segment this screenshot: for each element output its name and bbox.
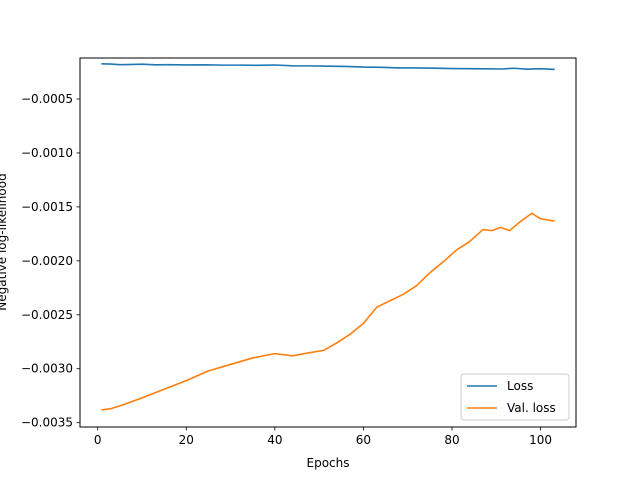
y-tick-label: −0.0010 [21,146,73,160]
y-tick-label: −0.0020 [21,254,73,268]
y-axis-label: Negative log-likelihood [0,173,9,310]
y-tick-label: −0.0005 [21,92,73,106]
x-tick-label: 0 [94,433,102,447]
x-tick-label: 100 [529,433,552,447]
y-axis: −0.0005 −0.0010 −0.0015 −0.0020 −0.0025 −0.00… [21,92,80,430]
x-tick-label: 80 [444,433,459,447]
x-axis: 0 20 40 60 80 100 [94,427,552,447]
x-tick-label: 40 [267,433,282,447]
y-tick-label: −0.0030 [21,362,73,376]
series-line-loss [101,63,555,71]
x-tick-label: 60 [356,433,371,447]
y-tick-label: −0.0015 [21,200,73,214]
legend-label-val-loss: Val. loss [507,401,556,415]
y-tick-label: −0.0025 [21,308,73,322]
x-axis-label: Epochs [307,456,350,470]
legend-label-loss: Loss [507,379,533,393]
plot-frame [79,57,577,428]
x-tick-label: 20 [179,433,194,447]
legend: Loss Val. loss [460,373,570,421]
series-line-val-loss [101,212,555,411]
series-layer [101,63,555,411]
y-tick-label: −0.0035 [21,416,73,430]
